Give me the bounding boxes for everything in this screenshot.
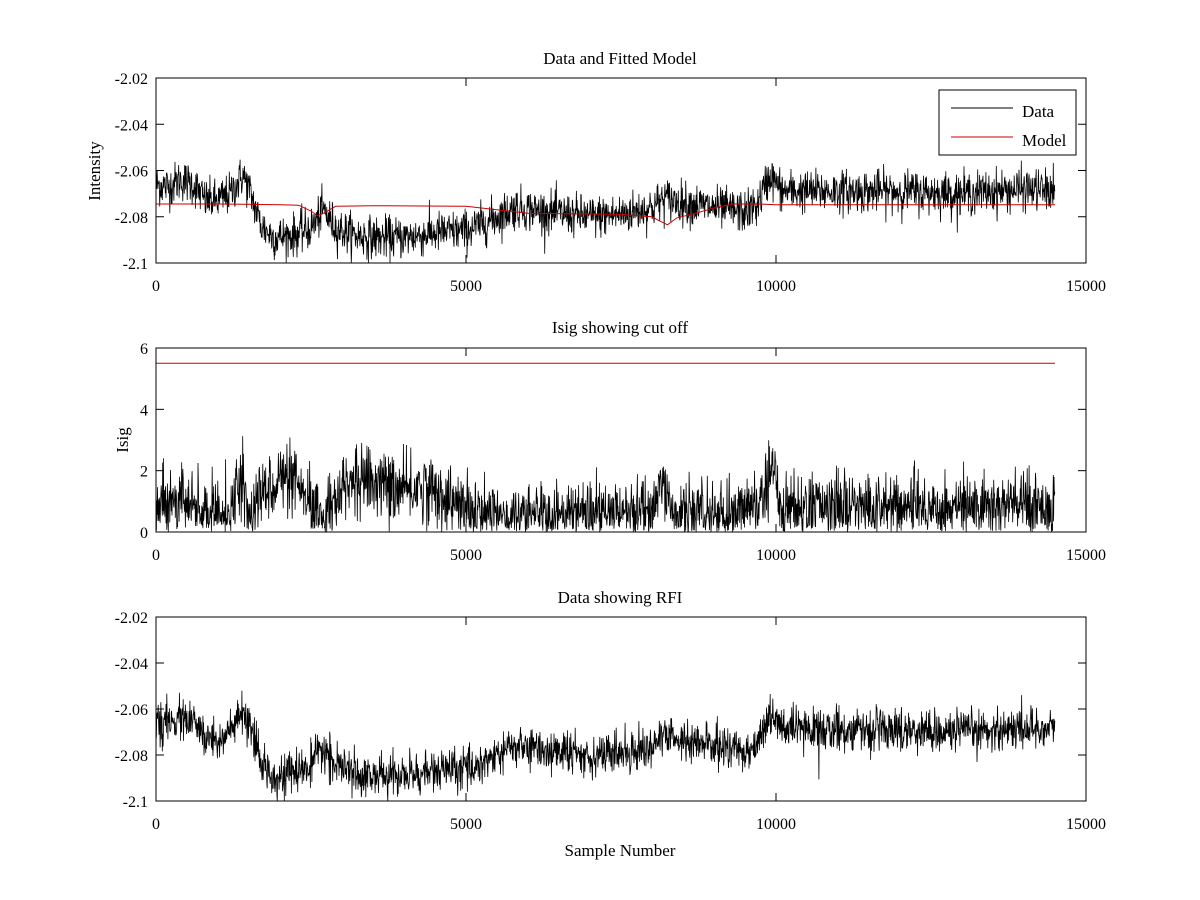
x-tick-label: 0 [152, 278, 160, 295]
x-tick-label: 0 [152, 547, 160, 564]
series-line-0-0 [155, 159, 1056, 264]
x-tick-label: 5000 [450, 278, 482, 295]
panel-data-rfi: Data showing RFI 0 5000 10000 15000 -2.02 -2.… [115, 588, 1106, 860]
y-tick-label: -2.02 [115, 71, 148, 88]
panel-1-title: Data and Fitted Model [543, 49, 697, 68]
x-tick-label: 15000 [1066, 547, 1106, 564]
panel-3-axes-box [155, 616, 1087, 802]
x-tick-label: 15000 [1066, 278, 1106, 295]
y-tick-label: -2.1 [123, 794, 148, 811]
panel-2-ylabel: Isig [113, 427, 132, 453]
series-line-1-0 [155, 436, 1056, 533]
x-tick-label: 10000 [756, 278, 796, 295]
y-tick-label: -2.04 [115, 117, 148, 134]
legend-label-model: Model [1022, 131, 1067, 150]
x-tick-label: 10000 [756, 547, 796, 564]
legend-label-data: Data [1022, 102, 1055, 121]
y-tick-label: -2.02 [115, 610, 148, 627]
panel-1-ylabel: Intensity [85, 141, 104, 201]
y-tick-label: -2.06 [115, 164, 148, 181]
x-tick-label: 5000 [450, 816, 482, 833]
panel-data-and-model: Data and Fitted Model Intensity 0 5000 100… [85, 49, 1106, 295]
panel-3-ticks: 0 5000 10000 15000 -2.02 -2.04 -2.06 -2.08 -2.1 [115, 610, 1106, 833]
x-tick-label: 10000 [756, 816, 796, 833]
y-tick-label: 6 [140, 341, 148, 358]
panel-1-axes-box [155, 77, 1087, 264]
x-tick-label: 15000 [1066, 816, 1106, 833]
x-tick-label: 5000 [450, 547, 482, 564]
panel-2-axes-box [155, 347, 1087, 533]
series-line-0-1 [156, 203, 1055, 226]
panel-3-title: Data showing RFI [558, 588, 683, 607]
x-tick-label: 0 [152, 816, 160, 833]
y-tick-label: -2.08 [115, 748, 148, 765]
legend-box [938, 89, 1077, 156]
panel-3-series [155, 690, 1056, 802]
panel-1-series [155, 159, 1056, 264]
y-tick-label: -2.06 [115, 702, 148, 719]
y-tick-label: -2.08 [115, 210, 148, 227]
y-tick-label: -2.1 [123, 256, 148, 273]
panel-2-series [155, 362, 1056, 533]
y-tick-label: -2.04 [115, 656, 148, 673]
panel-2-ticks: 0 5000 10000 15000 0 2 4 6 [140, 341, 1106, 564]
panel-3-xlabel: Sample Number [565, 841, 676, 860]
panel-isig: Isig showing cut off Isig 0 5000 10000 1500… [113, 318, 1106, 564]
series-line-2-0 [155, 690, 1056, 802]
y-tick-label: 2 [140, 464, 148, 481]
y-tick-label: 0 [140, 525, 148, 542]
legend: Data Model [938, 89, 1077, 156]
y-tick-label: 4 [140, 402, 148, 419]
panel-2-title: Isig showing cut off [552, 318, 688, 337]
